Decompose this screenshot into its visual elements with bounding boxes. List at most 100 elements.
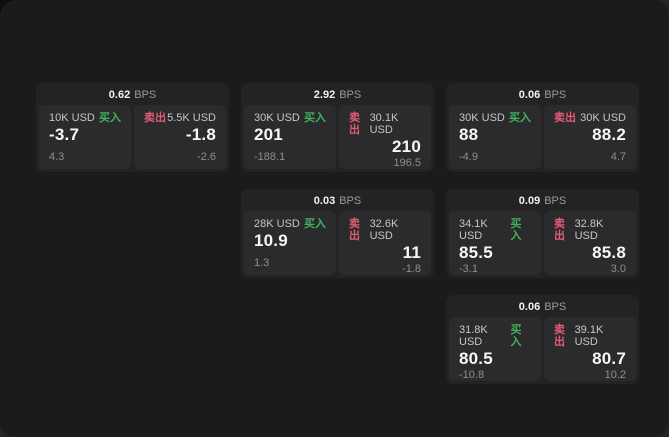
buy-price: 85.5 bbox=[459, 243, 493, 263]
spread-unit-label: BPS bbox=[339, 89, 362, 101]
sell-amount: 39.1K USD bbox=[574, 324, 604, 349]
spread-value: 2.92 bbox=[313, 89, 336, 101]
buy-amount: 28K USD bbox=[254, 218, 300, 230]
spread-unit-label: BPS bbox=[134, 89, 157, 101]
quote-card: 0.06 BPS 30K USD 买入 88 -4.9 卖出 30K USD 8… bbox=[446, 83, 639, 172]
spread-header: 0.62 BPS bbox=[39, 86, 226, 105]
sell-change: 10.2 bbox=[604, 368, 626, 381]
spread-value: 0.03 bbox=[313, 195, 336, 207]
sell-amount: 32.6K USD bbox=[369, 218, 399, 243]
sell-price: 88.2 bbox=[592, 125, 626, 145]
spread-header: 0.06 BPS bbox=[449, 298, 636, 317]
spread-value: 0.06 bbox=[518, 301, 541, 313]
buy-quote-panel[interactable]: 30K USD 买入 201 -188.1 bbox=[244, 105, 336, 169]
quotes-grid: 0.62 BPS 10K USD 买入 -3.7 4.3 卖出 5.5K USD… bbox=[36, 83, 639, 384]
sell-top-row: 卖出 32.6K USD bbox=[349, 218, 421, 242]
sell-label: 卖出 bbox=[144, 112, 166, 124]
buy-label: 买入 bbox=[99, 112, 121, 124]
buy-change: -10.8 bbox=[459, 368, 485, 381]
quote-card: 0.09 BPS 34.1K USD 买入 85.5 -3.1 卖出 32.8K… bbox=[446, 189, 639, 278]
sell-amount: 32.8K USD bbox=[574, 218, 604, 243]
buy-top-row: 31.8K USD 买入 bbox=[459, 324, 531, 348]
buy-price: 10.9 bbox=[254, 231, 288, 251]
sell-price: 85.8 bbox=[592, 243, 626, 263]
spread-header: 0.03 BPS bbox=[244, 192, 431, 211]
sell-top-row: 卖出 30K USD bbox=[554, 112, 626, 124]
buy-label: 买入 bbox=[510, 218, 522, 243]
quote-body: 30K USD 买入 88 -4.9 卖出 30K USD 88.2 4.7 bbox=[449, 105, 636, 169]
buy-top-row: 10K USD 买入 bbox=[49, 112, 121, 124]
buy-top-row: 30K USD 买入 bbox=[459, 112, 531, 124]
buy-label: 买入 bbox=[509, 112, 531, 124]
sell-top-row: 卖出 32.8K USD bbox=[554, 218, 626, 242]
sell-price: 80.7 bbox=[592, 349, 626, 369]
buy-top-row: 28K USD 买入 bbox=[254, 218, 326, 230]
spread-unit-label: BPS bbox=[544, 195, 567, 207]
quote-card: 0.03 BPS 28K USD 买入 10.9 1.3 卖出 32.6K US… bbox=[241, 189, 434, 278]
buy-top-row: 30K USD 买入 bbox=[254, 112, 326, 124]
buy-amount: 30K USD bbox=[254, 112, 300, 124]
sell-quote-panel[interactable]: 卖出 32.8K USD 85.8 3.0 bbox=[544, 211, 636, 275]
quote-body: 31.8K USD 买入 80.5 -10.8 卖出 39.1K USD 80.… bbox=[449, 317, 636, 381]
sell-quote-panel[interactable]: 卖出 32.6K USD 11 -1.8 bbox=[339, 211, 431, 275]
sell-amount: 5.5K USD bbox=[167, 112, 216, 124]
sell-quote-panel[interactable]: 卖出 30.1K USD 210 196.5 bbox=[339, 105, 431, 169]
spread-value: 0.09 bbox=[518, 195, 541, 207]
buy-change: 4.3 bbox=[49, 150, 65, 163]
buy-label: 买入 bbox=[510, 324, 522, 349]
sell-label: 卖出 bbox=[554, 324, 565, 349]
buy-quote-panel[interactable]: 31.8K USD 买入 80.5 -10.8 bbox=[449, 317, 541, 381]
buy-quote-panel[interactable]: 28K USD 买入 10.9 1.3 bbox=[244, 211, 336, 275]
buy-change: -4.9 bbox=[459, 150, 478, 163]
sell-change: -2.6 bbox=[197, 150, 216, 163]
sell-amount: 30K USD bbox=[580, 112, 626, 124]
buy-change: -3.1 bbox=[459, 262, 478, 275]
buy-quote-panel[interactable]: 30K USD 买入 88 -4.9 bbox=[449, 105, 541, 169]
spread-value: 0.06 bbox=[518, 89, 541, 101]
spread-unit-label: BPS bbox=[544, 89, 567, 101]
sell-price: 210 bbox=[392, 137, 421, 157]
spread-unit-label: BPS bbox=[544, 301, 567, 313]
sell-label: 卖出 bbox=[349, 112, 360, 137]
buy-amount: 34.1K USD bbox=[459, 218, 488, 243]
sell-top-row: 卖出 39.1K USD bbox=[554, 324, 626, 348]
buy-amount: 31.8K USD bbox=[459, 324, 488, 349]
spread-header: 0.06 BPS bbox=[449, 86, 636, 105]
sell-label: 卖出 bbox=[554, 218, 565, 243]
buy-label: 买入 bbox=[304, 112, 326, 124]
sell-change: -1.8 bbox=[402, 262, 421, 275]
spread-header: 2.92 BPS bbox=[244, 86, 431, 105]
sell-change: 196.5 bbox=[393, 156, 421, 169]
buy-quote-panel[interactable]: 34.1K USD 买入 85.5 -3.1 bbox=[449, 211, 541, 275]
sell-label: 卖出 bbox=[554, 112, 576, 124]
buy-price: 88 bbox=[459, 125, 479, 145]
sell-price: 11 bbox=[402, 243, 421, 263]
sell-change: 4.7 bbox=[610, 150, 626, 163]
buy-amount: 30K USD bbox=[459, 112, 505, 124]
quote-body: 30K USD 买入 201 -188.1 卖出 30.1K USD 210 1… bbox=[244, 105, 431, 169]
buy-change: -188.1 bbox=[254, 150, 286, 163]
sell-quote-panel[interactable]: 卖出 5.5K USD -1.8 -2.6 bbox=[134, 105, 226, 169]
quote-card: 0.06 BPS 31.8K USD 买入 80.5 -10.8 卖出 39.1… bbox=[446, 295, 639, 384]
sell-quote-panel[interactable]: 卖出 39.1K USD 80.7 10.2 bbox=[544, 317, 636, 381]
buy-label: 买入 bbox=[304, 218, 326, 230]
buy-quote-panel[interactable]: 10K USD 买入 -3.7 4.3 bbox=[39, 105, 131, 169]
sell-top-row: 卖出 5.5K USD bbox=[144, 112, 216, 124]
sell-change: 3.0 bbox=[610, 262, 626, 275]
buy-price: 201 bbox=[254, 125, 283, 145]
spread-value: 0.62 bbox=[108, 89, 131, 101]
sell-amount: 30.1K USD bbox=[369, 112, 399, 137]
sell-quote-panel[interactable]: 卖出 30K USD 88.2 4.7 bbox=[544, 105, 636, 169]
sell-top-row: 卖出 30.1K USD bbox=[349, 112, 421, 136]
buy-amount: 10K USD bbox=[49, 112, 95, 124]
quote-body: 10K USD 买入 -3.7 4.3 卖出 5.5K USD -1.8 -2.… bbox=[39, 105, 226, 169]
spread-unit-label: BPS bbox=[339, 195, 362, 207]
sell-label: 卖出 bbox=[349, 218, 360, 243]
quote-card: 0.62 BPS 10K USD 买入 -3.7 4.3 卖出 5.5K USD… bbox=[36, 83, 229, 172]
quote-body: 34.1K USD 买入 85.5 -3.1 卖出 32.8K USD 85.8… bbox=[449, 211, 636, 275]
buy-change: 1.3 bbox=[254, 256, 270, 269]
buy-price: 80.5 bbox=[459, 349, 493, 369]
spread-header: 0.09 BPS bbox=[449, 192, 636, 211]
sell-price: -1.8 bbox=[185, 125, 216, 145]
